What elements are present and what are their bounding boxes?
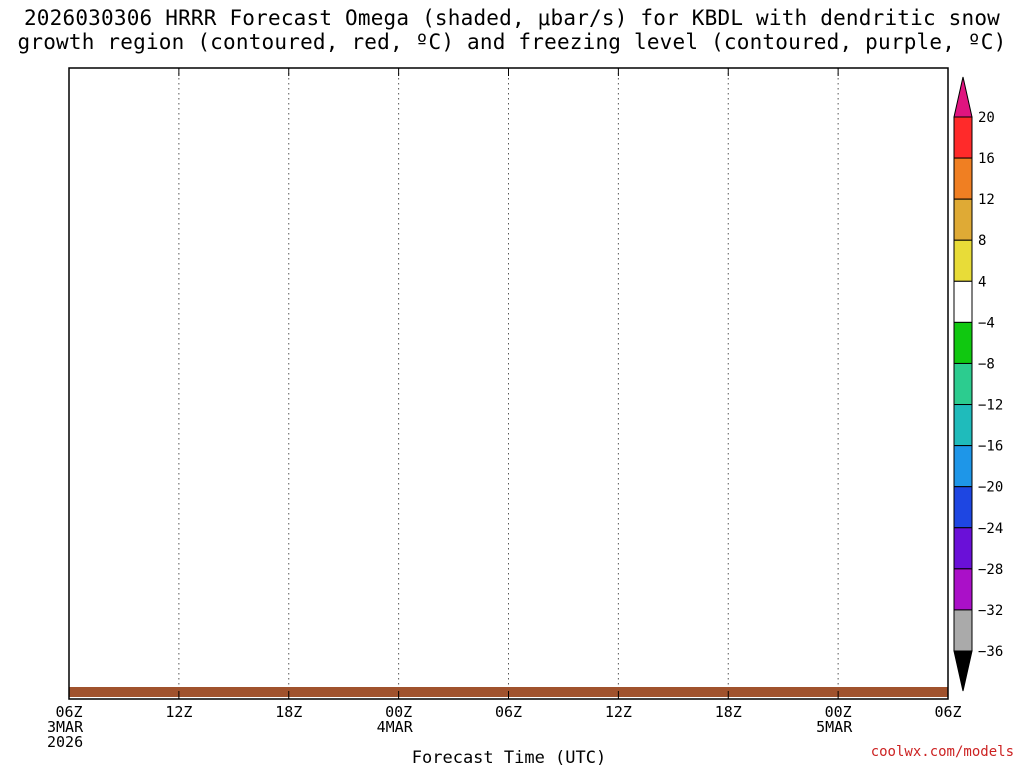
colorbar-swatch-9 [953,486,973,529]
x-tick-label-12-0: 18Z [275,703,302,721]
x-tick-label-48-0: 06Z [934,703,961,721]
colorbar-swatch-12 [953,609,973,652]
colorbar-label-6: −8 [978,356,995,372]
colorbar-label-10: −24 [978,521,1003,537]
x-tick-label-0-1: 3MAR [47,718,84,736]
colorbar-swatch-1 [953,157,973,200]
x-axis-label: Forecast Time (UTC) [412,748,606,768]
colorbar-swatch-6 [953,362,973,406]
title-line-1: 2026030306 HRRR Forecast Omega (shaded, … [23,6,1001,30]
colorbar-swatch-8 [953,445,973,488]
colorbar-bottom-arrow [953,650,973,692]
credit-text[interactable]: coolwx.com/models [871,744,1014,760]
x-tick-label-0-0: 06Z [55,703,82,721]
x-tick-label-0-2: 2026 [47,733,83,751]
x-tick-label-6-0: 12Z [165,703,192,721]
colorbar-label-0: 20 [978,110,995,126]
colorbar-label-11: −28 [978,562,1003,578]
x-tick-label-18-1: 4MAR [377,718,414,736]
omega-colorbar: 20 16 12 8 4 −4 −8 −12 −16 −20 −24 −28 −32 −36 [953,76,1003,692]
x-tick-label-42-1: 5MAR [816,718,853,736]
colorbar-label-8: −16 [978,439,1003,455]
title-line-2: growth region (contoured, red, ºC) and f… [17,30,1007,54]
colorbar-label-9: −20 [978,480,1003,496]
colorbar-label-13: −36 [978,644,1003,660]
colorbar-swatch-4 [953,280,973,323]
x-tick-label-36-0: 18Z [715,703,742,721]
colorbar-label-4: 4 [978,274,986,290]
chart-title: 2026030306 HRRR Forecast Omega (shaded, … [0,6,1024,54]
colorbar-label-2: 12 [978,192,995,208]
colorbar-label-5: −4 [978,315,995,331]
colorbar-swatch-2 [953,198,973,241]
colorbar-swatch-3 [953,239,973,282]
grid-lines [178,68,839,699]
x-tick-label-42-0: 00Z [825,703,852,721]
x-tick-label-24-0: 06Z [495,703,522,721]
colorbar-top-arrow [953,76,973,118]
colorbar-label-7: −12 [978,398,1003,414]
colorbar-label-1: 16 [978,151,995,167]
colorbar-label-12: −32 [978,603,1003,619]
colorbar-label-3: 8 [978,233,986,249]
colorbar-swatch-5 [953,321,973,364]
colorbar-swatch-0 [953,116,973,159]
colorbar-swatch-11 [953,568,973,611]
x-tick-label-30-0: 12Z [605,703,632,721]
colorbar-swatch-10 [953,527,973,570]
colorbar-swatch-7 [953,404,973,447]
x-tick-label-18-0: 00Z [385,703,412,721]
